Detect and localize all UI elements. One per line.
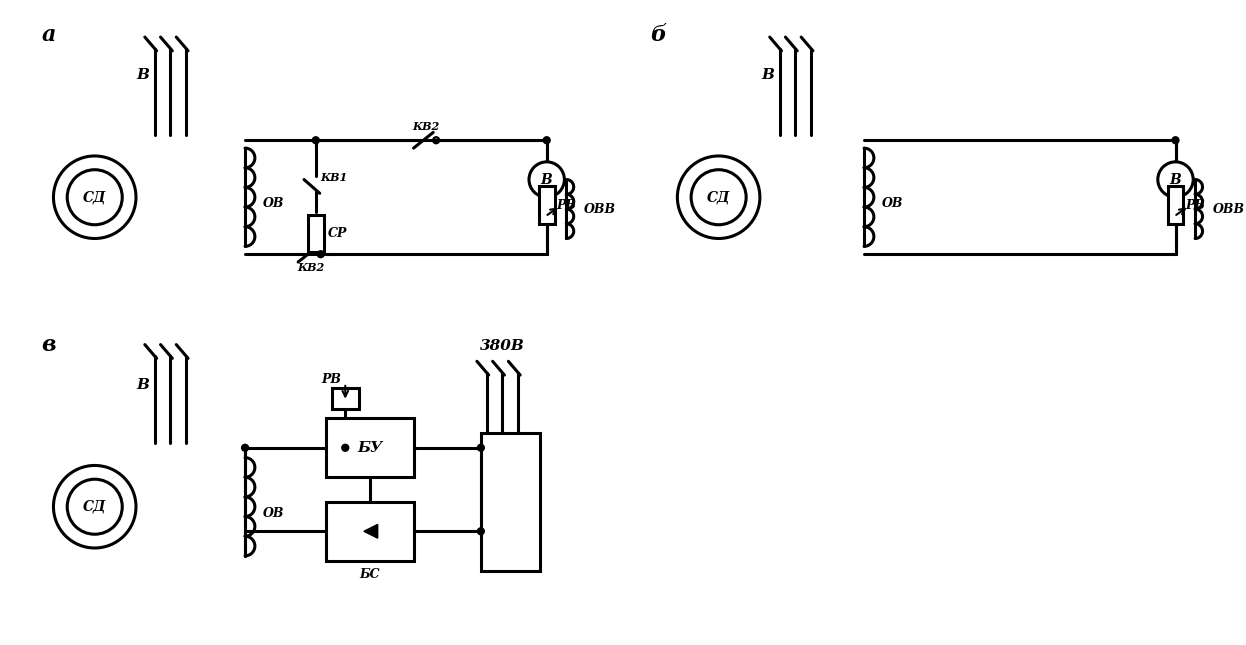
Bar xyxy=(331,388,359,410)
Bar xyxy=(308,215,324,252)
Text: РВ: РВ xyxy=(1185,199,1205,212)
Bar xyxy=(1168,186,1184,224)
Circle shape xyxy=(543,137,551,144)
Text: a: a xyxy=(41,24,56,46)
Text: B: B xyxy=(761,68,774,83)
Text: ОВВ: ОВВ xyxy=(584,203,617,215)
Text: В: В xyxy=(541,173,552,186)
Circle shape xyxy=(341,444,349,452)
Circle shape xyxy=(1158,162,1194,197)
Text: B: B xyxy=(136,68,148,83)
Text: в: в xyxy=(41,333,56,355)
Circle shape xyxy=(530,162,564,197)
Bar xyxy=(325,419,414,477)
Bar xyxy=(325,502,414,561)
Circle shape xyxy=(477,528,485,535)
Polygon shape xyxy=(364,524,378,538)
Text: БС: БС xyxy=(360,568,380,581)
Text: B: B xyxy=(136,378,148,392)
Text: СР: СР xyxy=(328,227,346,240)
Circle shape xyxy=(1172,137,1179,144)
Text: РВ: РВ xyxy=(321,373,341,386)
Text: КВ1: КВ1 xyxy=(320,172,348,183)
Text: КВ2: КВ2 xyxy=(412,121,440,132)
Text: ОВ: ОВ xyxy=(263,197,284,210)
Text: 380В: 380В xyxy=(480,339,525,353)
Text: БУ: БУ xyxy=(358,441,383,455)
Text: ОВ: ОВ xyxy=(263,506,284,520)
Text: РВ: РВ xyxy=(557,199,577,212)
Text: СД: СД xyxy=(706,190,730,204)
Circle shape xyxy=(313,137,319,144)
Bar xyxy=(481,433,540,571)
Text: В: В xyxy=(1170,173,1181,186)
Bar xyxy=(538,186,554,224)
Text: СД: СД xyxy=(83,500,106,513)
Text: ОВ: ОВ xyxy=(882,197,903,210)
Circle shape xyxy=(242,444,248,452)
Text: б: б xyxy=(649,24,665,46)
Text: КВ2: КВ2 xyxy=(298,263,324,273)
Text: СД: СД xyxy=(83,190,106,204)
Text: ОВВ: ОВВ xyxy=(1212,203,1245,215)
Circle shape xyxy=(477,444,485,452)
